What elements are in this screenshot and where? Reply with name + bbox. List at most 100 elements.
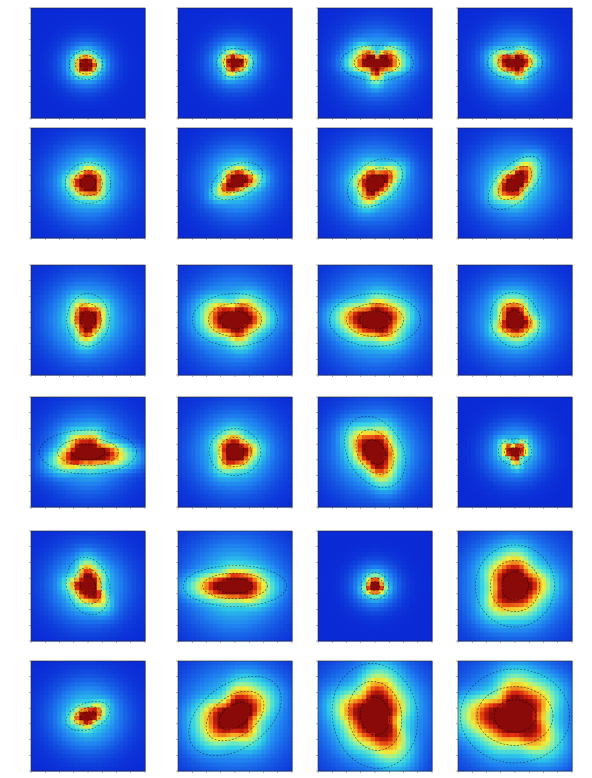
heatmap-cell [366, 71, 371, 76]
heatmap-cell [31, 8, 36, 13]
heatmap-cell [191, 196, 196, 201]
heatmap-cell [270, 12, 275, 17]
heatmap-cell [196, 46, 201, 51]
heatmap-cell [397, 71, 402, 76]
heatmap-cell [357, 55, 362, 60]
heatmap-cell [559, 110, 564, 115]
heatmap-cell [44, 221, 49, 226]
heatmap-cell [336, 149, 341, 154]
heatmap-cell [322, 183, 327, 188]
heatmap-cell [84, 213, 89, 218]
heatmap-cell [106, 33, 111, 38]
heatmap-cell [217, 71, 222, 76]
heatmap-cell [318, 80, 323, 85]
heatmap-cell [270, 25, 275, 30]
heatmap-cell [322, 38, 327, 43]
heatmap-cell [213, 42, 218, 47]
heatmap-cell [340, 101, 345, 106]
heatmap-cell [462, 59, 467, 64]
heatmap-cell [106, 196, 111, 201]
heatmap-cell [235, 230, 240, 235]
heatmap-cell [462, 101, 467, 106]
heatmap-cell [66, 225, 71, 230]
heatmap-cell [239, 12, 244, 17]
heatmap-cell [266, 21, 271, 26]
heatmap-cell [366, 217, 371, 222]
heatmap-cell [127, 93, 132, 98]
heatmap-cell [401, 187, 406, 192]
heatmap-cell [248, 59, 253, 64]
heatmap-cell [462, 84, 467, 89]
heatmap-cell [423, 46, 428, 51]
heatmap-cell [266, 55, 271, 60]
heatmap-cell [191, 225, 196, 230]
heatmap-cell [31, 196, 36, 201]
heatmap-cell [375, 162, 380, 167]
heatmap-cell [53, 67, 58, 72]
heatmap-cell [226, 38, 231, 43]
heatmap-cell [353, 175, 358, 180]
heatmap-cell [502, 8, 507, 13]
heatmap-cell [127, 230, 132, 235]
heatmap-cell [248, 204, 253, 209]
heatmap-cell [344, 59, 349, 64]
heatmap-cell [336, 59, 341, 64]
heatmap-cell [239, 217, 244, 222]
heatmap-cell [204, 101, 209, 106]
heatmap-cell [541, 46, 546, 51]
heatmap-cell [97, 221, 102, 226]
heatmap-cell [279, 63, 284, 68]
heatmap-cell [476, 55, 481, 60]
heatmap-cell [44, 63, 49, 68]
heatmap-cell [362, 80, 367, 85]
heatmap-cell [279, 50, 284, 55]
heatmap-cell [200, 55, 205, 60]
heatmap-cell [327, 217, 332, 222]
heatmap-cell [196, 208, 201, 213]
heatmap-cell [209, 132, 214, 137]
heatmap-cell [200, 80, 205, 85]
heatmap-cell [480, 33, 485, 38]
heatmap-cell [327, 16, 332, 21]
heatmap-cell [226, 153, 231, 158]
heatmap-cell [191, 162, 196, 167]
heatmap-cell [375, 196, 380, 201]
heatmap-cell [244, 145, 249, 150]
heatmap-cell [340, 46, 345, 51]
heatmap-cell [270, 217, 275, 222]
heatmap-cell [401, 145, 406, 150]
heatmap-cell [178, 71, 183, 76]
heatmap-cell [515, 80, 520, 85]
heatmap-cell [261, 153, 266, 158]
heatmap-cell [533, 42, 538, 47]
heatmap-cell [35, 88, 40, 93]
heatmap-cell [336, 187, 341, 192]
heatmap-cell [136, 88, 141, 93]
heatmap-cell [196, 200, 201, 205]
heatmap-cell [401, 170, 406, 175]
heatmap-cell [31, 25, 36, 30]
heatmap-cell [419, 153, 424, 158]
heatmap-cell [462, 21, 467, 26]
heatmap-cell [419, 8, 424, 13]
heatmap-cell [489, 33, 494, 38]
heatmap-cell [375, 179, 380, 184]
heatmap-cell [213, 21, 218, 26]
heatmap-cell [270, 16, 275, 21]
heatmap-cell [35, 200, 40, 205]
heatmap-cell [266, 179, 271, 184]
heatmap-cell [209, 97, 214, 102]
heatmap-cell [362, 67, 367, 72]
heatmap-cell [331, 128, 336, 133]
heatmap-cell [222, 213, 227, 218]
heatmap-cell [213, 101, 218, 106]
heatmap-cell [123, 25, 128, 30]
heatmap-cell [462, 8, 467, 13]
heatmap-cell [357, 132, 362, 137]
heatmap-cell [136, 80, 141, 85]
heatmap-cell [484, 132, 489, 137]
heatmap-cell [331, 71, 336, 76]
heatmap-cell [239, 141, 244, 146]
heatmap-cell [253, 55, 258, 60]
heatmap-cell [471, 132, 476, 137]
